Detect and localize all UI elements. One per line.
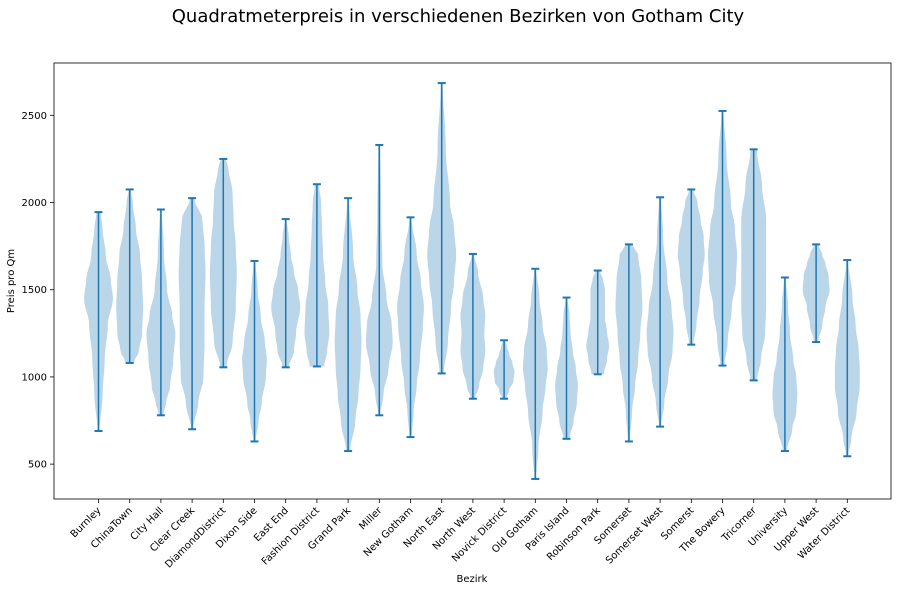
violin-somerset <box>615 243 643 443</box>
chart-title: Quadratmeterpreis in verschiedenen Bezir… <box>172 6 745 27</box>
violin-novick-district <box>493 339 515 400</box>
violin-miller <box>365 143 393 417</box>
violin-somerst <box>677 188 705 346</box>
violin-burnley <box>84 211 113 432</box>
violin-robinson-park <box>586 269 610 376</box>
y-axis: 500 1000 1500 2000 2500 <box>22 111 54 471</box>
violin-grand-park <box>334 197 362 453</box>
y-tick-label: 500 <box>28 460 47 471</box>
x-tick-label-fashion-district: Fashion District <box>260 505 322 567</box>
violin-university <box>772 276 798 453</box>
violin-paris-island <box>555 296 578 440</box>
y-tick-label: 2000 <box>22 198 47 209</box>
violin-old-gotham <box>522 267 548 480</box>
violin-tricorner <box>741 148 767 382</box>
violin-diamonddistrict <box>209 157 237 369</box>
violin-somerset-west <box>646 196 674 428</box>
y-tick-label: 1000 <box>22 372 47 383</box>
violin-upper-west <box>802 243 830 344</box>
y-tick-label: 2500 <box>22 111 47 122</box>
violin-water-district <box>834 259 860 458</box>
violin-fashion-district <box>304 183 330 368</box>
x-tick-label-somerset-west: Somerset West <box>604 505 665 566</box>
violin-east-end <box>271 218 301 369</box>
y-axis-label: Preis pro Qm <box>6 249 17 313</box>
violin-clear-creek <box>178 197 206 431</box>
plot-area <box>84 82 860 480</box>
violin-chinatown <box>116 188 144 364</box>
violin-dixon-side <box>242 259 267 443</box>
violin-north-east <box>427 82 457 375</box>
violin-city-hall <box>146 208 176 417</box>
y-tick-label: 1500 <box>22 285 47 296</box>
violin-the-bowery <box>708 109 737 367</box>
violin-north-west <box>460 252 486 400</box>
x-axis-label: Bezirk <box>457 574 488 585</box>
violin-new-gotham <box>397 216 424 439</box>
x-tick-label-robinson-park: Robinson Park <box>545 505 603 563</box>
x-tick-label-miller: Miller <box>357 505 385 533</box>
x-tick-label-novick-district: Novick District <box>450 505 509 564</box>
